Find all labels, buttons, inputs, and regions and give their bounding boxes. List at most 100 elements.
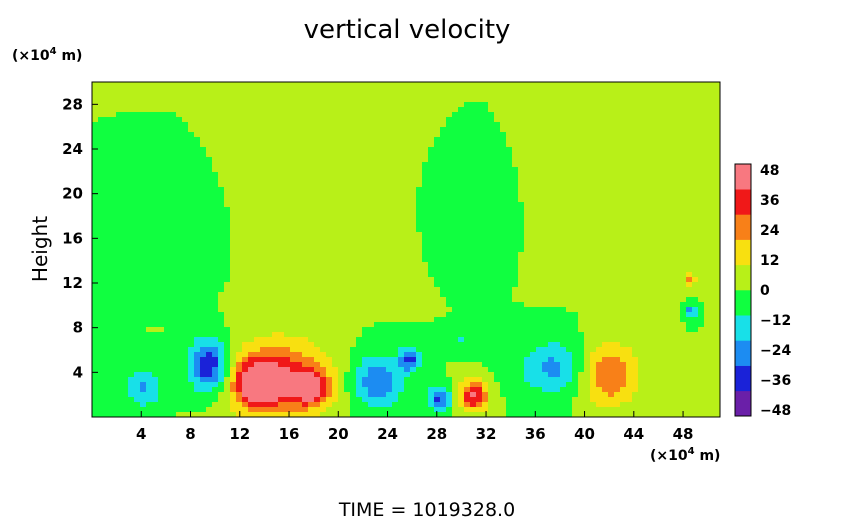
heatmap-cell — [332, 237, 339, 243]
heatmap-cell — [362, 297, 369, 303]
heatmap-cell — [440, 82, 447, 88]
heatmap-cell — [524, 212, 531, 218]
heatmap-cell — [608, 92, 615, 98]
heatmap-cell — [536, 262, 543, 268]
heatmap-cell — [536, 137, 543, 143]
heatmap-cell — [368, 187, 375, 193]
heatmap-cell — [638, 237, 645, 243]
heatmap-cell — [152, 157, 159, 163]
heatmap-cell — [446, 317, 453, 323]
heatmap-cell — [674, 222, 681, 228]
heatmap-cell — [650, 177, 657, 183]
heatmap-cell — [110, 107, 117, 113]
heatmap-cell — [176, 197, 183, 203]
heatmap-cell — [332, 287, 339, 293]
heatmap-cell — [134, 277, 141, 283]
heatmap-cell — [134, 197, 141, 203]
heatmap-cell — [584, 137, 591, 143]
heatmap-cell — [200, 252, 207, 258]
heatmap-cell — [584, 217, 591, 223]
heatmap-cell — [212, 127, 219, 133]
heatmap-cell — [674, 257, 681, 263]
heatmap-cell — [116, 242, 123, 248]
heatmap-cell — [536, 172, 543, 178]
heatmap-cell — [566, 262, 573, 268]
heatmap-cell — [146, 317, 153, 323]
heatmap-cell — [446, 242, 453, 248]
heatmap-cell — [116, 177, 123, 183]
heatmap-cell — [350, 292, 357, 298]
heatmap-cell — [368, 167, 375, 173]
heatmap-cell — [110, 162, 117, 168]
heatmap-cell — [698, 132, 705, 138]
heatmap-cell — [224, 312, 231, 318]
heatmap-cell — [530, 152, 537, 158]
heatmap-cell — [398, 207, 405, 213]
heatmap-cell — [692, 147, 699, 153]
heatmap-cell — [620, 272, 627, 278]
heatmap-cell — [584, 307, 591, 313]
heatmap-cell — [338, 302, 345, 308]
heatmap-cell — [140, 312, 147, 318]
heatmap-cell — [566, 162, 573, 168]
heatmap-cell — [122, 132, 129, 138]
heatmap-cell — [158, 297, 165, 303]
heatmap-cell — [518, 152, 525, 158]
heatmap-cell — [620, 177, 627, 183]
heatmap-cell — [536, 162, 543, 168]
heatmap-cell — [692, 257, 699, 263]
heatmap-cell — [200, 267, 207, 273]
heatmap-cell — [260, 212, 267, 218]
heatmap-cell — [452, 102, 459, 108]
heatmap-cell — [566, 212, 573, 218]
heatmap-cell — [464, 117, 471, 123]
heatmap-cell — [242, 222, 249, 228]
heatmap-cell — [512, 97, 519, 103]
heatmap-cell — [224, 287, 231, 293]
heatmap-cell — [380, 167, 387, 173]
heatmap-cell — [152, 112, 159, 118]
heatmap-cell — [296, 157, 303, 163]
heatmap-cell — [410, 297, 417, 303]
heatmap-cell — [464, 287, 471, 293]
heatmap-cell — [110, 247, 117, 253]
heatmap-cell — [338, 272, 345, 278]
heatmap-cell — [326, 137, 333, 143]
heatmap-cell — [542, 112, 549, 118]
heatmap-cell — [458, 142, 465, 148]
heatmap-cell — [590, 202, 597, 208]
heatmap-cell — [224, 112, 231, 118]
heatmap-cell — [194, 302, 201, 308]
heatmap-cell — [338, 92, 345, 98]
heatmap-cell — [248, 227, 255, 233]
heatmap-cell — [452, 242, 459, 248]
heatmap-cell — [488, 167, 495, 173]
heatmap-cell — [146, 92, 153, 98]
heatmap-cell — [284, 82, 291, 88]
heatmap-cell — [398, 152, 405, 158]
heatmap-cell — [518, 182, 525, 188]
heatmap-cell — [470, 232, 477, 238]
heatmap-cell — [710, 177, 717, 183]
heatmap-cell — [506, 82, 513, 88]
heatmap-cell — [296, 237, 303, 243]
heatmap-cell — [674, 97, 681, 103]
heatmap-cell — [152, 282, 159, 288]
heatmap-cell — [218, 287, 225, 293]
heatmap-cell — [194, 127, 201, 133]
heatmap-cell — [578, 242, 585, 248]
heatmap-cell — [368, 102, 375, 108]
heatmap-cell — [224, 202, 231, 208]
heatmap-cell — [428, 272, 435, 278]
heatmap-cell — [590, 167, 597, 173]
heatmap-cell — [278, 227, 285, 233]
heatmap-cell — [350, 217, 357, 223]
heatmap-cell — [320, 192, 327, 198]
heatmap-cell — [710, 112, 717, 118]
heatmap-cell — [170, 142, 177, 148]
heatmap-cell — [500, 252, 507, 258]
heatmap-cell — [638, 207, 645, 213]
heatmap-cell — [398, 122, 405, 128]
heatmap-cell — [182, 102, 189, 108]
heatmap-cell — [308, 127, 315, 133]
